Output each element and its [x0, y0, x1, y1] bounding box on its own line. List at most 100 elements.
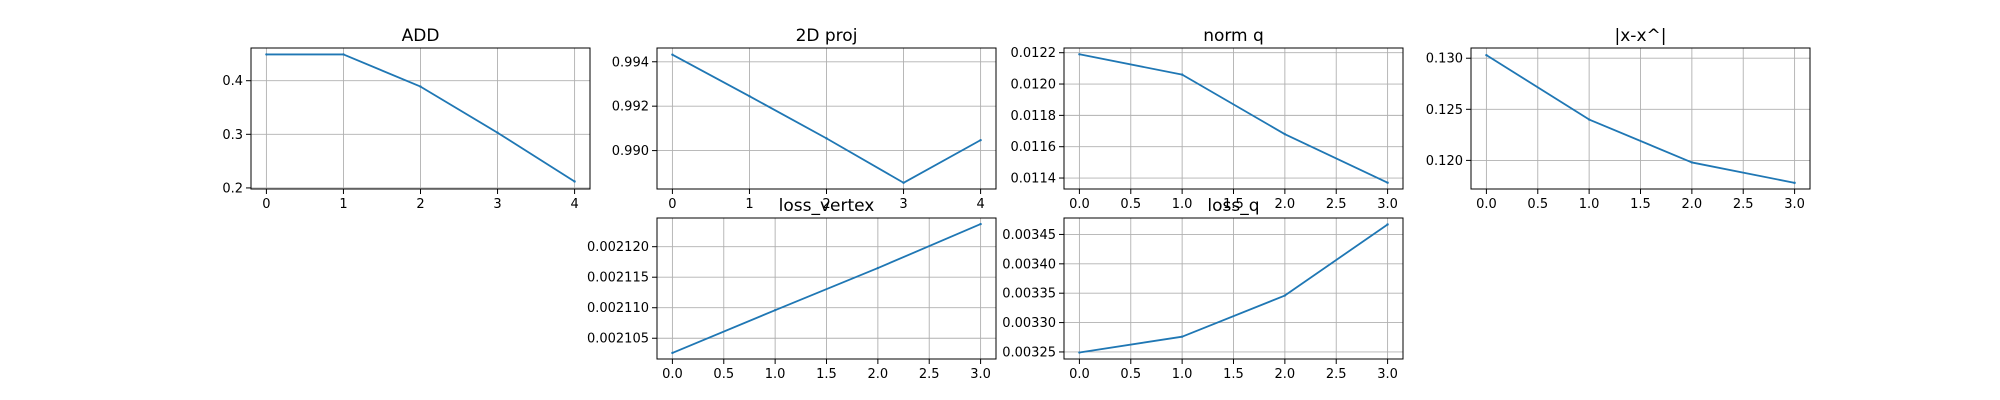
- x-tick-label: 0.5: [1527, 197, 1548, 212]
- x-tick-label: 0.0: [1476, 197, 1497, 212]
- y-tick-label: 0.00335: [1002, 287, 1056, 302]
- x-tick-label: 1.5: [1223, 367, 1244, 382]
- x-tick-label: 3: [493, 197, 501, 212]
- x-tick-label: 3.0: [970, 367, 991, 382]
- y-tick-label: 0.0118: [1011, 109, 1057, 124]
- y-tick-label: 0.2: [222, 181, 243, 196]
- x-tick-label: 2.5: [1326, 367, 1347, 382]
- subplot-2: 0 1 2 3 4 0.990 0.992 0.994 2D proj: [612, 26, 997, 212]
- x-tick-label: 4: [570, 197, 578, 212]
- data-point: [1180, 73, 1184, 76]
- y-tick-label: 0.002120: [587, 240, 649, 255]
- x-tick-label: 2.5: [919, 367, 940, 382]
- data-point: [573, 180, 576, 183]
- x-tick-label: 1.0: [1579, 197, 1600, 212]
- x-tick-label: 2.0: [1275, 197, 1296, 212]
- subplot-5: 0.0 0.5 1.0 1.5 2.0 2.5 3.0 0.002105 0.002110 0.0…: [587, 196, 997, 382]
- data-point: [419, 85, 422, 88]
- subplot-title: loss_q: [1207, 196, 1259, 216]
- data-point: [1793, 181, 1796, 185]
- series-line: [672, 223, 981, 354]
- x-tick-label: 1.5: [1223, 197, 1244, 212]
- y-tick-label: 0.994: [612, 55, 649, 70]
- x-tick-label: 2: [822, 197, 830, 212]
- y-tick-label: 0.002115: [587, 271, 649, 286]
- x-tick-label: 1: [339, 197, 347, 212]
- x-tick-label: 1.0: [1172, 197, 1193, 212]
- y-tick-label: 0.120: [1426, 154, 1463, 169]
- series-line: [1079, 53, 1388, 184]
- y-tick-label: 0.0116: [1011, 140, 1057, 155]
- subplot-6: 0.0 0.5 1.0 1.5 2.0 2.5 3.0 0.00325 0.00330 0.003…: [1002, 196, 1404, 382]
- series-line: [1485, 54, 1795, 184]
- y-tick-label: 0.125: [1426, 103, 1463, 118]
- x-tick-label: 3: [899, 197, 907, 212]
- y-tick-label: 0.00325: [1002, 345, 1056, 360]
- x-tick-label: 4: [976, 197, 984, 212]
- y-tick-label: 0.002110: [587, 301, 649, 316]
- y-tick-label: 0.002105: [587, 332, 649, 347]
- x-tick-label: 0: [668, 197, 676, 212]
- x-tick-label: 2.0: [1682, 197, 1703, 212]
- data-point: [671, 351, 674, 355]
- x-tick-label: 0.5: [1120, 197, 1141, 212]
- data-point: [979, 222, 982, 226]
- data-point: [1386, 181, 1389, 184]
- subplot-1: 0 1 2 3 4 0.2 0.3 0.4 ADD: [222, 26, 591, 212]
- data-point: [1587, 118, 1591, 121]
- y-tick-label: 0.0114: [1011, 172, 1057, 187]
- x-tick-label: 2.5: [1733, 197, 1754, 212]
- data-point: [1386, 223, 1389, 226]
- subplot-title: norm q: [1203, 26, 1264, 46]
- subplot-title: 2D proj: [796, 26, 858, 46]
- x-tick-label: 1: [745, 197, 753, 212]
- series-line: [1079, 223, 1389, 354]
- y-tick-label: 0.00330: [1002, 316, 1056, 331]
- data-point: [1180, 335, 1184, 338]
- y-tick-label: 0.3: [222, 128, 243, 143]
- data-point: [1283, 294, 1287, 297]
- x-tick-label: 2.5: [1326, 197, 1347, 212]
- y-tick-label: 0.990: [612, 144, 649, 159]
- subplot-title: ADD: [402, 26, 440, 46]
- x-tick-label: 0: [262, 197, 270, 212]
- x-tick-label: 2.0: [1275, 367, 1296, 382]
- data-point: [825, 137, 828, 140]
- subplot-title: loss_vertex: [779, 196, 875, 216]
- y-tick-label: 0.00345: [1002, 228, 1056, 243]
- data-point: [902, 181, 905, 184]
- y-tick-label: 0.130: [1426, 52, 1463, 67]
- x-tick-label: 0.0: [1069, 197, 1090, 212]
- x-tick-label: 1.5: [816, 367, 837, 382]
- data-point: [748, 94, 751, 98]
- data-point: [876, 266, 880, 270]
- y-tick-label: 0.00340: [1002, 257, 1056, 272]
- data-point: [1690, 161, 1694, 164]
- x-tick-label: 3.0: [1377, 197, 1398, 212]
- y-tick-label: 0.0122: [1011, 46, 1057, 61]
- x-tick-label: 0.5: [713, 367, 734, 382]
- x-tick-label: 2.0: [868, 367, 889, 382]
- y-tick-label: 0.992: [612, 100, 649, 115]
- x-tick-label: 3.0: [1784, 197, 1805, 212]
- x-tick-label: 0.0: [662, 367, 683, 382]
- x-tick-label: 1.0: [1172, 367, 1193, 382]
- subplot-4: 0.0 0.5 1.0 1.5 2.0 2.5 3.0 0.120 0.125 0.130 |x-x…: [1426, 26, 1811, 212]
- x-tick-label: 1.5: [1630, 197, 1651, 212]
- data-point: [1485, 53, 1488, 57]
- data-point: [496, 131, 499, 134]
- x-tick-label: 0.0: [1069, 367, 1090, 382]
- x-tick-label: 1.0: [765, 367, 786, 382]
- x-tick-label: 3.0: [1377, 367, 1398, 382]
- subplot-title: |x-x^|: [1615, 26, 1667, 46]
- data-point: [1078, 53, 1081, 56]
- data-point: [265, 53, 268, 56]
- x-tick-label: 0.5: [1120, 367, 1141, 382]
- data-point: [1078, 351, 1081, 354]
- data-point: [342, 53, 345, 56]
- y-tick-label: 0.4: [222, 74, 243, 89]
- subplot-3: 0.0 0.5 1.0 1.5 2.0 2.5 3.0 0.0114 0.0116 0.0118 0…: [1011, 26, 1404, 212]
- data-point: [671, 53, 674, 56]
